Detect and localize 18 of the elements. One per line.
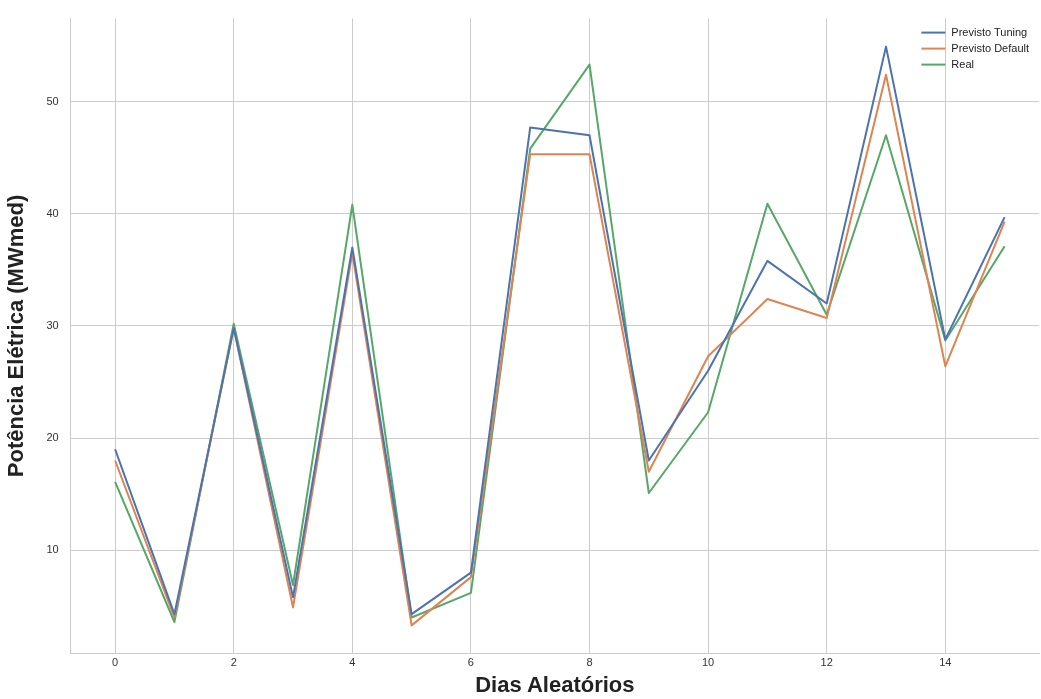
y-tick-label: 20 (46, 431, 59, 444)
x-tick-label: 6 (467, 656, 474, 669)
y-tick-label: 10 (46, 543, 59, 556)
x-tick-label: 14 (939, 656, 952, 669)
y-tick-label: 30 (46, 318, 59, 331)
legend-label: Previsto Tuning (951, 25, 1028, 38)
x-axis-title: Dias Aleatórios (475, 671, 635, 697)
x-tick-label: 2 (230, 656, 237, 669)
y-tick-label: 50 (46, 94, 59, 107)
x-tick-label: 8 (586, 656, 593, 669)
legend-label: Real (951, 57, 974, 70)
legend-label: Previsto Default (951, 41, 1030, 54)
x-tick-label: 10 (701, 656, 715, 669)
y-tick-label: 40 (46, 206, 59, 219)
x-tick-label: 4 (349, 656, 356, 669)
x-tick-label: 12 (820, 656, 833, 669)
x-tick-label: 0 (112, 656, 119, 669)
y-axis-title: Potência Elétrica (MWmed) (3, 194, 29, 478)
